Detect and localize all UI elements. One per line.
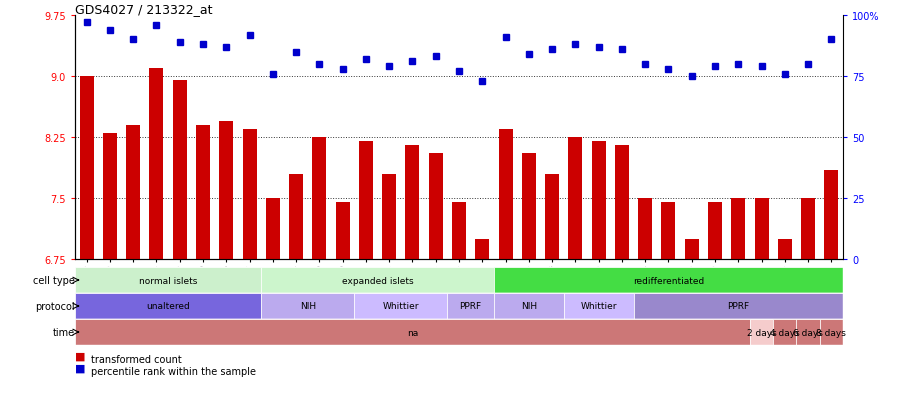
Bar — [824, 170, 839, 259]
Bar — [499, 130, 512, 259]
Bar — [173, 81, 187, 259]
Bar — [243, 130, 256, 259]
Bar — [80, 77, 93, 259]
Bar — [448, 293, 494, 319]
Bar — [196, 126, 210, 259]
Bar — [452, 202, 466, 259]
Bar — [634, 293, 843, 319]
Bar — [262, 293, 354, 319]
Bar — [545, 174, 559, 259]
Text: normal islets: normal islets — [139, 276, 197, 285]
Text: redifferentiated: redifferentiated — [633, 276, 704, 285]
Bar — [494, 293, 564, 319]
Text: PPRF: PPRF — [459, 302, 482, 311]
Bar — [429, 154, 442, 259]
Text: GDS4027 / 213322_at: GDS4027 / 213322_at — [75, 3, 212, 16]
Bar — [820, 319, 843, 345]
Bar — [638, 199, 652, 259]
Bar — [801, 199, 815, 259]
Text: 8 days: 8 days — [816, 328, 846, 337]
Text: unaltered: unaltered — [147, 302, 190, 311]
Text: percentile rank within the sample: percentile rank within the sample — [91, 366, 256, 376]
Text: cell type: cell type — [33, 275, 75, 285]
Text: time: time — [53, 327, 75, 337]
Text: expanded islets: expanded islets — [342, 276, 414, 285]
Bar — [75, 293, 262, 319]
Text: 6 days: 6 days — [793, 328, 823, 337]
Text: na: na — [407, 328, 418, 337]
Bar — [494, 267, 843, 293]
Bar — [778, 239, 792, 259]
Bar — [662, 202, 675, 259]
Text: 4 days: 4 days — [770, 328, 800, 337]
Text: Whittier: Whittier — [383, 302, 419, 311]
Text: protocol: protocol — [35, 301, 75, 311]
Bar — [521, 154, 536, 259]
Bar — [126, 126, 140, 259]
Bar — [266, 199, 280, 259]
Bar — [476, 239, 489, 259]
Bar — [75, 267, 262, 293]
Bar — [149, 69, 164, 259]
Bar — [615, 146, 629, 259]
Bar — [359, 142, 373, 259]
Bar — [335, 202, 350, 259]
Bar — [708, 202, 722, 259]
Bar — [731, 199, 745, 259]
Bar — [75, 319, 750, 345]
Text: NIH: NIH — [521, 302, 537, 311]
Text: NIH: NIH — [299, 302, 316, 311]
Bar — [312, 138, 326, 259]
Text: ■: ■ — [75, 363, 85, 373]
Bar — [564, 293, 634, 319]
Bar — [102, 134, 117, 259]
Text: transformed count: transformed count — [91, 354, 182, 364]
Bar — [754, 199, 769, 259]
Bar — [382, 174, 396, 259]
Bar — [354, 293, 448, 319]
Bar — [797, 319, 820, 345]
Bar — [750, 319, 773, 345]
Bar — [592, 142, 606, 259]
Bar — [289, 174, 303, 259]
Bar — [568, 138, 583, 259]
Bar — [405, 146, 420, 259]
Bar — [773, 319, 797, 345]
Text: ■: ■ — [75, 351, 85, 361]
Text: PPRF: PPRF — [727, 302, 750, 311]
Text: 2 days: 2 days — [747, 328, 777, 337]
Text: Whittier: Whittier — [581, 302, 617, 311]
Bar — [219, 121, 233, 259]
Bar — [685, 239, 699, 259]
Bar — [262, 267, 494, 293]
